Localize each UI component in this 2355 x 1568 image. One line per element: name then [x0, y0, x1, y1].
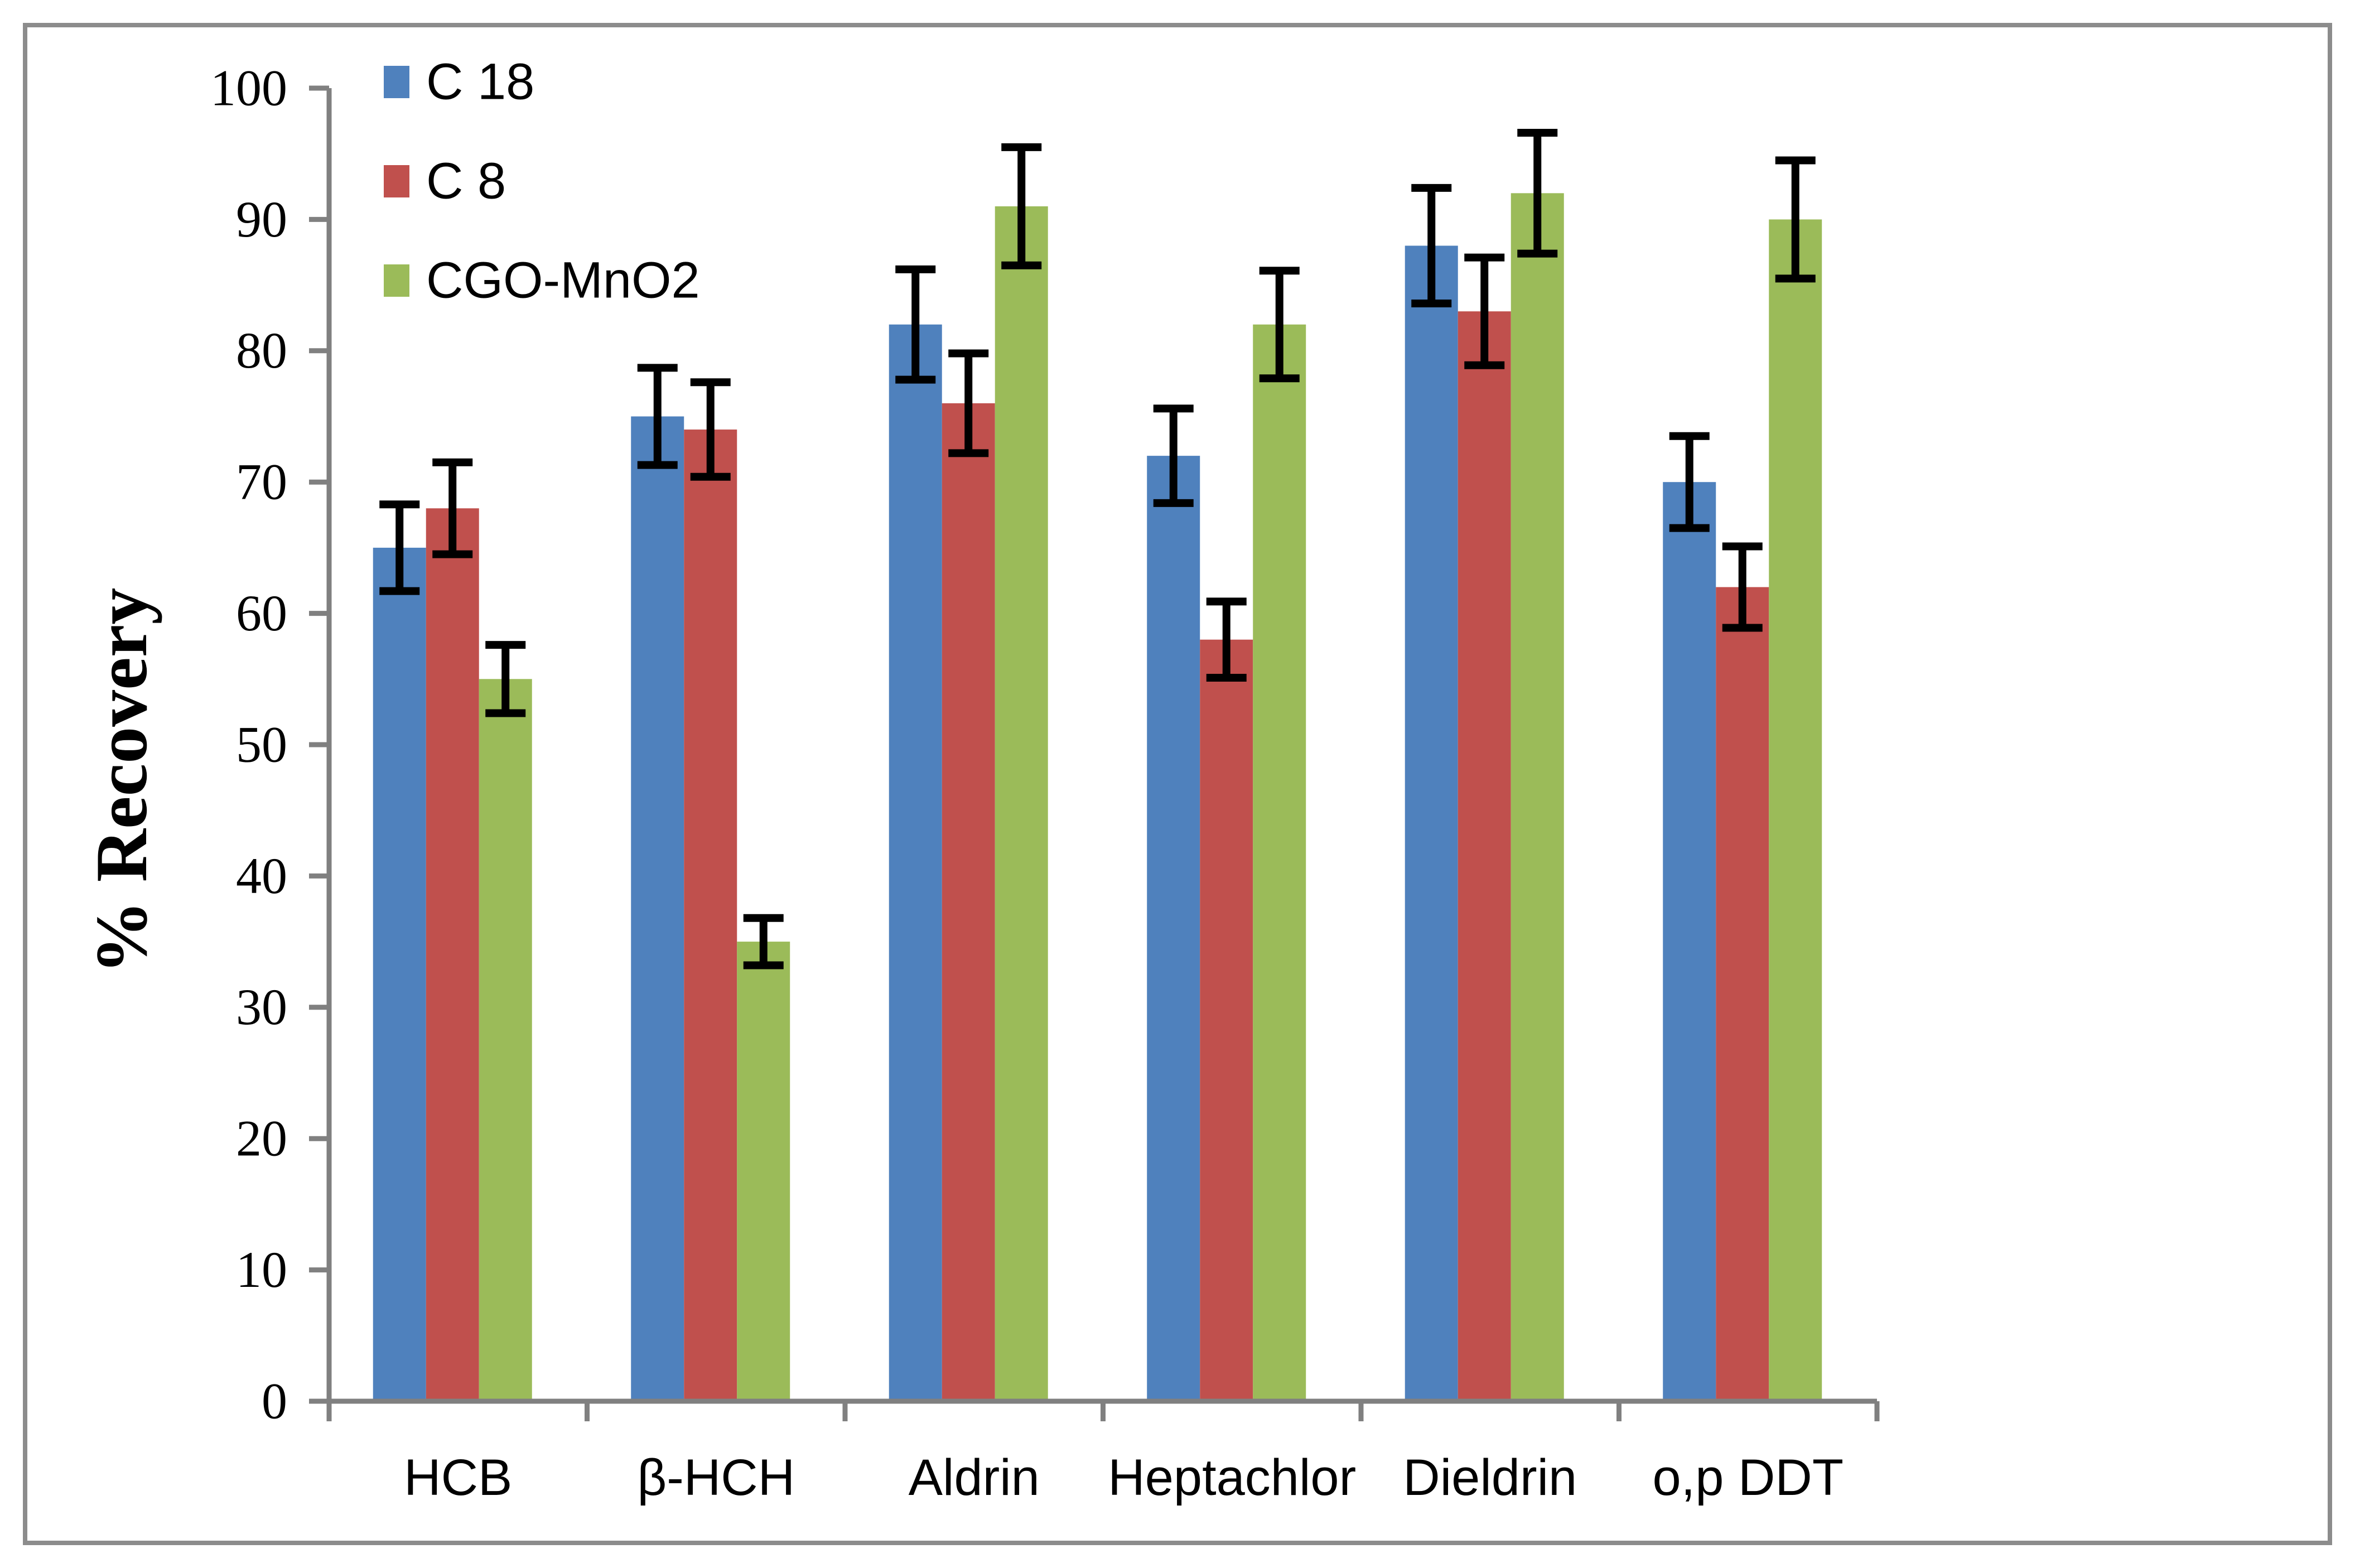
x-axis-label-hch: β-HCH — [637, 1449, 795, 1506]
bar-o-p-ddt-c-8 — [1716, 587, 1769, 1401]
y-tick-label-70: 70 — [236, 453, 287, 510]
y-tick-label-20: 20 — [236, 1110, 287, 1167]
bar-hch-c-18 — [631, 416, 684, 1401]
x-axis-label-hcb: HCB — [404, 1449, 512, 1506]
y-axis-title: % Recovery — [80, 588, 162, 974]
bar-aldrin-c-18 — [889, 324, 942, 1401]
legend-swatch-cgo-mno2 — [384, 264, 409, 297]
x-axis-label-dieldrin: Dieldrin — [1403, 1449, 1577, 1506]
x-axis-label-aldrin: Aldrin — [909, 1449, 1040, 1506]
bar-o-p-ddt-c-18 — [1663, 482, 1716, 1402]
y-tick-label-60: 60 — [236, 585, 287, 641]
bar-hch-cgo-mno2 — [737, 942, 790, 1401]
bar-hcb-c-18 — [373, 547, 426, 1401]
y-tick-label-30: 30 — [236, 978, 287, 1035]
bar-hcb-cgo-mno2 — [479, 679, 532, 1401]
y-tick-label-10: 10 — [236, 1241, 287, 1298]
y-tick-label-0: 0 — [262, 1372, 287, 1429]
x-axis-label-o-p-ddt: o,p DDT — [1652, 1449, 1844, 1506]
bar-hcb-c-8 — [426, 508, 479, 1401]
bar-dieldrin-c-18 — [1405, 245, 1458, 1402]
legend-label-c-8: C 8 — [426, 152, 506, 209]
bar-aldrin-cgo-mno2 — [995, 206, 1048, 1402]
y-tick-label-50: 50 — [236, 716, 287, 773]
y-tick-label-80: 80 — [236, 322, 287, 379]
bar-heptachlor-c-18 — [1147, 456, 1200, 1401]
legend-label-cgo-mno2: CGO-MnO2 — [426, 252, 700, 308]
y-tick-label-90: 90 — [236, 191, 287, 248]
bar-heptachlor-cgo-mno2 — [1253, 324, 1306, 1401]
bar-hch-c-8 — [684, 430, 737, 1401]
legend-swatch-c-8 — [384, 165, 409, 197]
bar-heptachlor-c-8 — [1200, 639, 1253, 1401]
bar-aldrin-c-8 — [942, 403, 995, 1402]
bar-dieldrin-c-8 — [1458, 311, 1511, 1402]
legend-swatch-c-18 — [384, 66, 409, 98]
x-axis-label-heptachlor: Heptachlor — [1108, 1449, 1356, 1506]
figure-border — [23, 23, 2332, 1545]
y-tick-label-40: 40 — [236, 847, 287, 904]
bar-o-p-ddt-cgo-mno2 — [1769, 219, 1822, 1402]
y-tick-label-100: 100 — [210, 59, 287, 116]
bar-dieldrin-cgo-mno2 — [1511, 193, 1564, 1401]
legend-label-c-18: C 18 — [426, 53, 534, 110]
